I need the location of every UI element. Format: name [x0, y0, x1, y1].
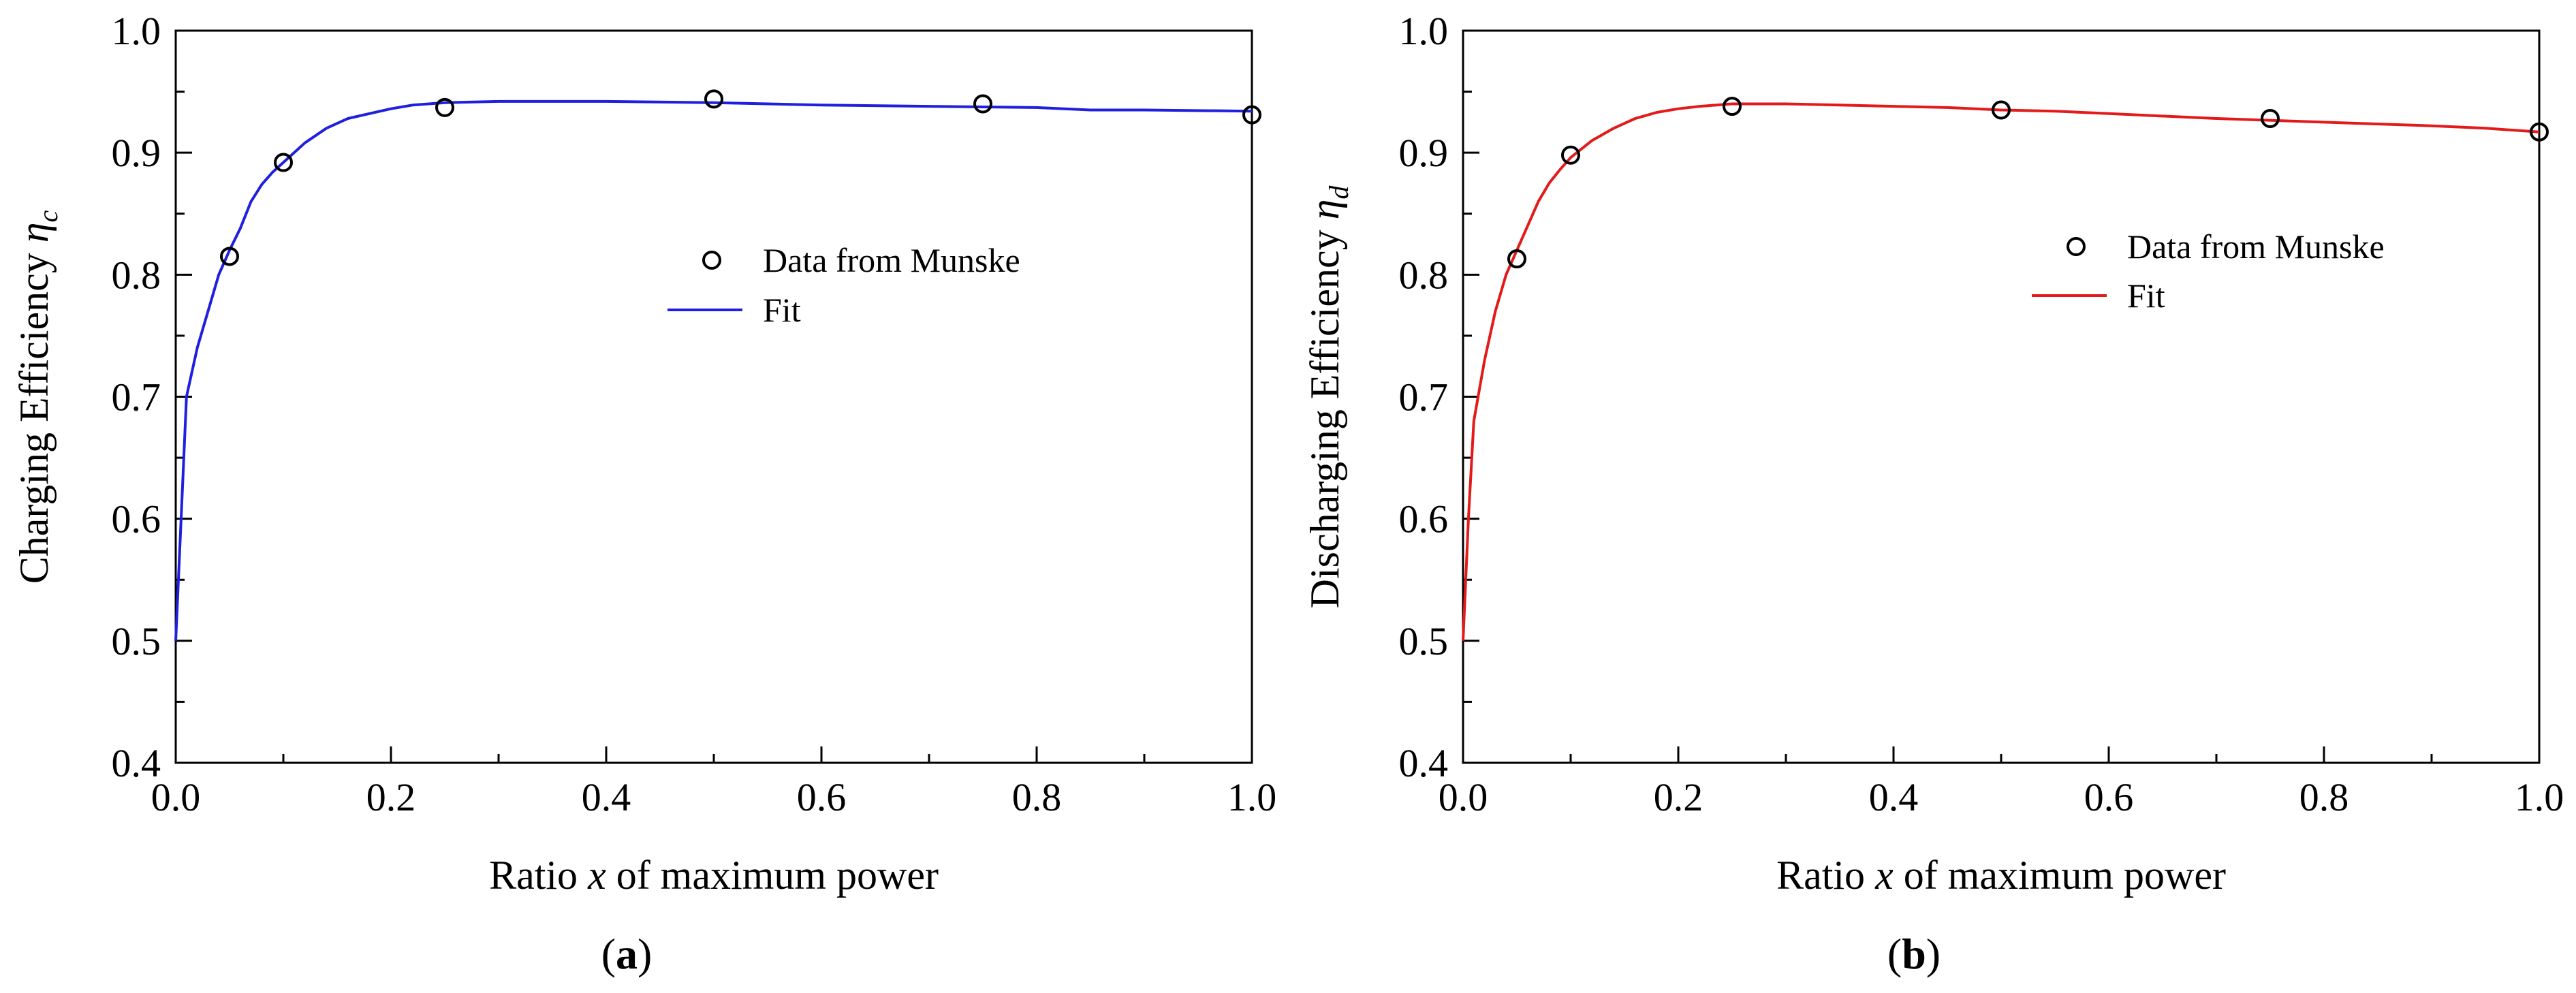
- legend-label-data: Data from Munske: [763, 241, 1020, 279]
- y-tick-label: 0.5: [1399, 619, 1449, 663]
- legend: Data from Munske Fit: [2032, 227, 2385, 315]
- data-point: [1992, 100, 2011, 120]
- legend-label-fit: Fit: [763, 291, 801, 329]
- data-point: [220, 247, 239, 266]
- fit-line: [174, 99, 1253, 641]
- y-tick-label: 0.5: [112, 619, 161, 663]
- fit-line-series: [174, 99, 1253, 641]
- legend-marker-data: [702, 251, 721, 270]
- y-tick-labels: 0.4 0.5 0.6 0.7 0.8 0.9 1.0: [1399, 9, 1449, 785]
- x-tick-labels: 0.0 0.2 0.4 0.6 0.8 1.0: [151, 775, 1277, 819]
- legend-label-data: Data from Munske: [2127, 227, 2385, 266]
- data-points-series: [220, 89, 1261, 266]
- data-point: [1561, 145, 1580, 165]
- x-tick-label: 0.2: [1654, 775, 1703, 819]
- y-tick-label: 0.6: [112, 497, 161, 541]
- x-axis-label: Ratio x of maximum power: [1776, 853, 2226, 898]
- x-tick-label: 0.0: [151, 775, 201, 819]
- y-axis-label: Discharging Efficiency ηd: [1302, 185, 1354, 609]
- data-points-series: [1507, 97, 2549, 269]
- x-tick-label: 0.6: [2084, 775, 2134, 819]
- data-point: [2530, 122, 2549, 142]
- y-tick-label: 1.0: [112, 9, 161, 53]
- y-tick-labels: 0.4 0.5 0.6 0.7 0.8 0.9 1.0: [112, 9, 161, 785]
- x-tick-label: 0.8: [1012, 775, 1062, 819]
- plot-frame: [174, 29, 1253, 764]
- y-tick-label: 0.8: [1399, 253, 1449, 297]
- data-point: [1242, 105, 1261, 125]
- data-point: [435, 97, 454, 117]
- x-tick-label: 0.0: [1439, 775, 1488, 819]
- fit-line-series: [1462, 102, 2540, 641]
- chart-panel-a: 0.0 0.2 0.4 0.6 0.8 1.0 0.4 0.5 0.6 0.7 0.8 0.9 1.0…: [12, 9, 1276, 978]
- x-tick-label: 0.4: [582, 775, 631, 819]
- fit-line: [1462, 102, 2540, 641]
- x-tick-label: 0.6: [797, 775, 847, 819]
- y-tick-label: 0.7: [1399, 375, 1449, 420]
- tick-marks: [174, 29, 1253, 764]
- chart-panel-b: 0.0 0.2 0.4 0.6 0.8 1.0 0.4 0.5 0.6 0.7 0.8 0.9 1.0…: [1302, 9, 2564, 978]
- data-point: [973, 94, 992, 114]
- tick-marks: [1462, 29, 2541, 764]
- panel-label: (a): [601, 930, 653, 978]
- x-tick-labels: 0.0 0.2 0.4 0.6 0.8 1.0: [1439, 775, 2564, 819]
- x-tick-label: 0.8: [2299, 775, 2349, 819]
- y-tick-label: 0.7: [112, 375, 161, 420]
- data-point: [1723, 97, 1742, 116]
- legend-label-fit: Fit: [2127, 277, 2165, 315]
- x-tick-label: 0.4: [1869, 775, 1919, 819]
- data-point: [704, 89, 723, 109]
- data-point: [1507, 249, 1526, 269]
- y-tick-label: 0.6: [1399, 497, 1449, 541]
- data-point: [2261, 109, 2280, 128]
- legend: Data from Munske Fit: [667, 241, 1020, 329]
- y-tick-label: 0.8: [112, 253, 161, 297]
- y-tick-label: 1.0: [1399, 9, 1449, 53]
- x-tick-label: 1.0: [1227, 775, 1277, 819]
- y-tick-label: 0.9: [1399, 131, 1449, 175]
- panel-label: (b): [1887, 930, 1941, 978]
- x-tick-label: 0.2: [366, 775, 416, 819]
- y-axis-label: Charging Efficiency ηc: [12, 210, 63, 584]
- y-tick-label: 0.4: [112, 741, 161, 785]
- legend-marker-data: [2067, 237, 2086, 256]
- data-point: [274, 153, 293, 172]
- x-axis-label: Ratio x of maximum power: [489, 853, 939, 898]
- x-tick-label: 1.0: [2515, 775, 2564, 819]
- plot-frame: [1462, 29, 2541, 764]
- y-tick-label: 0.4: [1399, 741, 1449, 785]
- y-tick-label: 0.9: [112, 131, 161, 175]
